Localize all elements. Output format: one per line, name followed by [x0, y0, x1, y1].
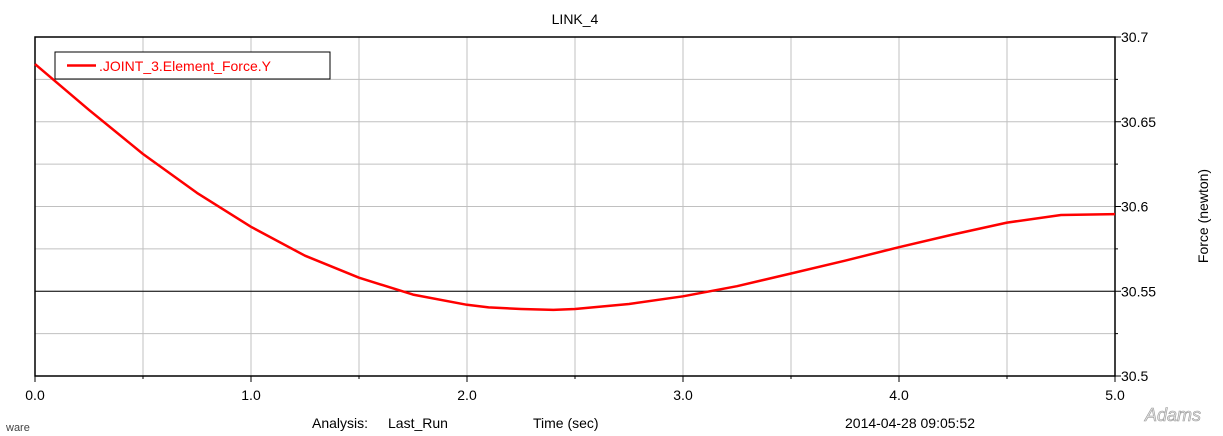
x-axis-label: Time (sec) — [533, 415, 599, 431]
y-tick-label: 30.5 — [1121, 368, 1148, 384]
axis-ticks — [34, 36, 1121, 382]
chart-title: LINK_4 — [552, 11, 599, 27]
y-tick-labels: 30.5 30.55 30.6 30.65 30.7 — [1121, 29, 1156, 384]
legend: .JOINT_3.Element_Force.Y — [54, 51, 331, 80]
x-tick-label: 0.0 — [25, 387, 45, 403]
legend-entry: .JOINT_3.Element_Force.Y — [99, 58, 272, 74]
adams-logo: Adams — [1144, 405, 1201, 425]
y-tick-label: 30.65 — [1121, 114, 1156, 130]
series-line-joint3-force-y — [34, 63, 1116, 312]
y-axis-label: Force (newton) — [1195, 169, 1211, 263]
y-tick-label: 30.6 — [1121, 199, 1148, 215]
x-tick-label: 2.0 — [457, 387, 477, 403]
analysis-label: Analysis: — [312, 415, 368, 431]
analysis-value: Last_Run — [388, 415, 448, 431]
footer-left-text: ware — [5, 422, 30, 434]
x-tick-label: 4.0 — [889, 387, 909, 403]
grid-lines — [35, 37, 1115, 376]
y-tick-label: 30.7 — [1121, 29, 1148, 45]
y-tick-label: 30.55 — [1121, 283, 1156, 299]
timestamp: 2014-04-28 09:05:52 — [845, 415, 975, 431]
x-tick-label: 5.0 — [1105, 387, 1125, 403]
x-tick-label: 1.0 — [241, 387, 261, 403]
legend-box — [54, 51, 331, 80]
x-tick-label: 3.0 — [673, 387, 693, 403]
x-tick-labels: 0.0 1.0 2.0 3.0 4.0 5.0 — [25, 387, 1125, 403]
